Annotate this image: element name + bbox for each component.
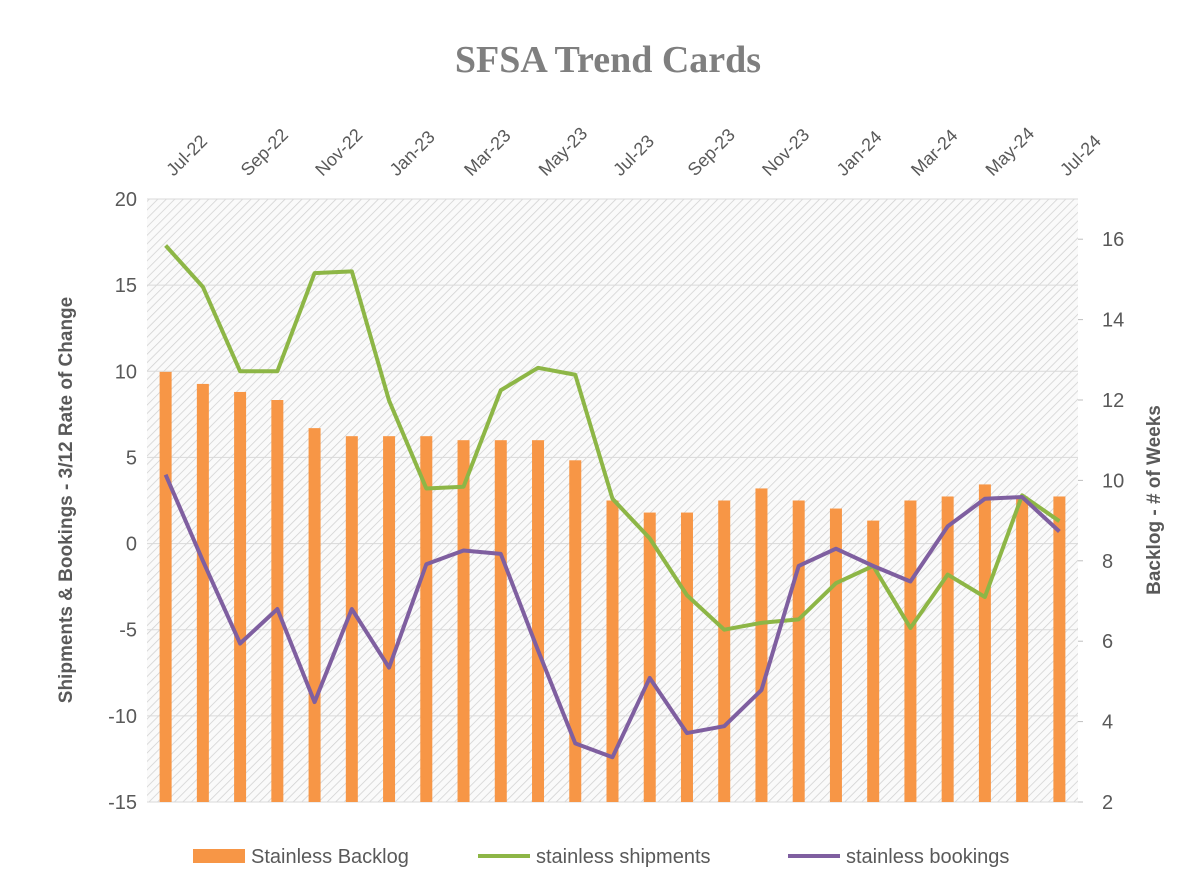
y-tick-label: 0 [126, 534, 137, 556]
legend-swatch [193, 849, 245, 863]
y2-tick-label: 14 [1102, 310, 1124, 332]
y2-tick-label: 6 [1102, 631, 1113, 653]
bar [383, 436, 396, 802]
bar [867, 520, 880, 802]
y2-axis-label: Backlog - # of Weeks [1144, 405, 1165, 595]
bar [271, 400, 284, 802]
bar [755, 488, 768, 802]
y2-tick-label: 12 [1102, 390, 1124, 412]
bar [606, 500, 619, 802]
line [163, 473, 1061, 760]
y-axis-label: Shipments & Bookings - 3/12 Rate of Chan… [56, 297, 77, 703]
bar [680, 512, 693, 802]
legend-label: stainless shipments [536, 846, 711, 868]
y2-tick-label: 2 [1102, 792, 1113, 814]
bar [718, 500, 731, 802]
y2-tick-label: 4 [1102, 712, 1113, 734]
bar [159, 371, 172, 802]
bar [1016, 496, 1029, 802]
bar [494, 440, 507, 802]
bar [345, 436, 358, 802]
y-tick-label: 15 [115, 275, 137, 297]
y-tick-label: -10 [108, 706, 137, 728]
bar [941, 496, 954, 802]
bar [196, 383, 209, 802]
bar [457, 440, 470, 802]
legend-label: stainless bookings [846, 846, 1009, 868]
bar [234, 391, 247, 802]
bar [643, 512, 656, 802]
y-tick-label: -5 [119, 620, 137, 642]
bar [569, 460, 582, 802]
bar [1053, 496, 1066, 802]
y-tick-label: 5 [126, 447, 137, 469]
bar [420, 436, 433, 802]
bar [532, 440, 545, 802]
y2-tick-label: 16 [1102, 229, 1124, 251]
y-tick-label: 10 [115, 361, 137, 383]
bar [978, 484, 991, 802]
line [164, 244, 1061, 632]
y2-tick-label: 10 [1102, 470, 1124, 492]
bar [308, 428, 321, 802]
bar [904, 500, 917, 802]
chart-title: SFSA Trend Cards [455, 39, 761, 81]
y-tick-label: 20 [115, 189, 137, 211]
y-tick-label: -15 [108, 792, 137, 814]
y2-tick-label: 8 [1102, 551, 1113, 573]
bar [792, 500, 805, 802]
legend-label: Stainless Backlog [251, 846, 409, 868]
